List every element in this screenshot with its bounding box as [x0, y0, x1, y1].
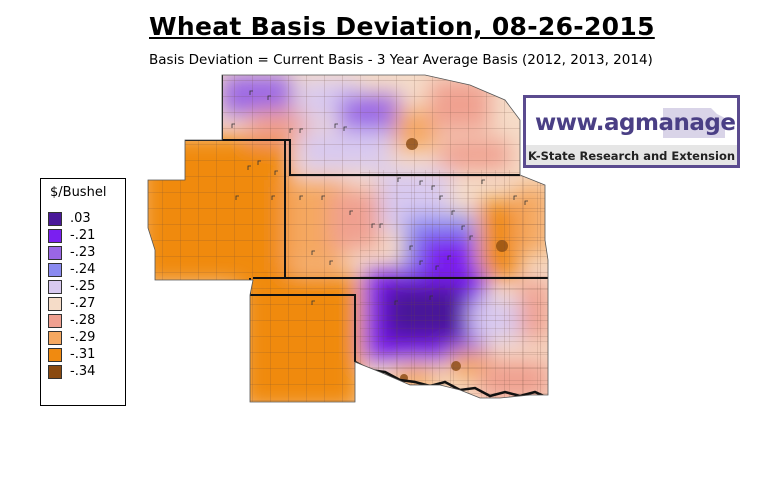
legend-swatch — [48, 297, 62, 311]
map-title: Wheat Basis Deviation, 08-26-2015 — [149, 12, 655, 41]
legend-swatch — [48, 280, 62, 294]
legend-swatch — [48, 331, 62, 345]
legend-label: -.25 — [70, 279, 96, 294]
logo-url-text: www.agmanager.info — [535, 110, 740, 136]
kansas-silhouette-icon — [663, 108, 725, 138]
legend-swatch — [48, 314, 62, 328]
legend-swatch — [48, 365, 62, 379]
legend-title: $/Bushel — [50, 185, 107, 200]
legend-label: -.24 — [70, 262, 96, 277]
legend-label: -.27 — [70, 296, 96, 311]
agmanager-logo[interactable]: www.agmanager.info K-State Research and … — [523, 95, 740, 168]
legend-label: -.28 — [70, 313, 96, 328]
legend-swatch — [48, 229, 62, 243]
legend-label: -.31 — [70, 347, 96, 362]
map-subtitle: Basis Deviation = Current Basis - 3 Year… — [149, 52, 653, 68]
logo-footer-bar — [526, 145, 737, 165]
logo-org-text: K-State Research and Extension — [527, 149, 736, 163]
legend-swatch — [48, 212, 62, 226]
legend-swatch — [48, 246, 62, 260]
legend-swatch — [48, 263, 62, 277]
legend-label: .03 — [70, 211, 91, 226]
legend-label: -.23 — [70, 245, 96, 260]
map-legend: $/Bushel .03 -.21 -.23 -.24 -.25 -.27 -.… — [40, 178, 126, 406]
legend-label: -.29 — [70, 330, 96, 345]
legend-label: -.21 — [70, 228, 96, 243]
legend-label: -.34 — [70, 364, 96, 379]
legend-swatch — [48, 348, 62, 362]
